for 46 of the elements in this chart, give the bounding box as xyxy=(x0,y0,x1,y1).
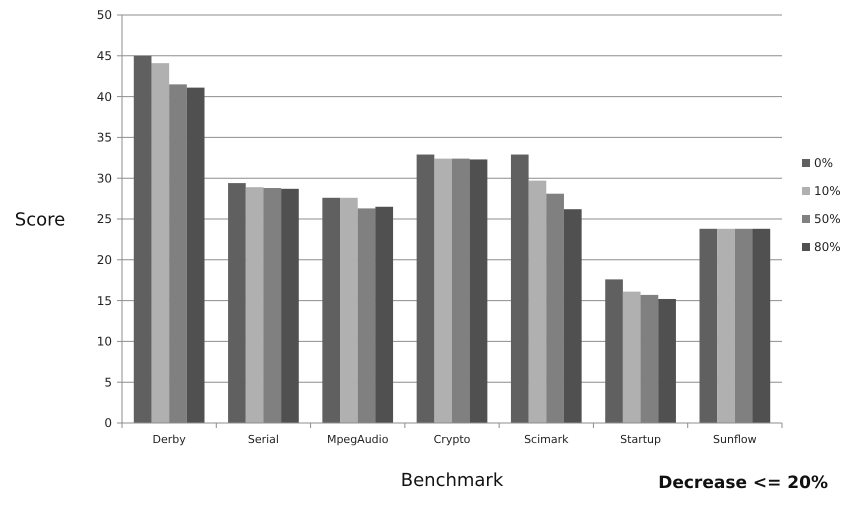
x-tick-label: Startup xyxy=(620,433,661,446)
y-tick-label: 0 xyxy=(104,416,112,430)
x-tick-label: Crypto xyxy=(434,433,471,446)
text: Decrease <= 20% xyxy=(658,473,828,493)
bar xyxy=(434,158,452,423)
y-tick-label: 25 xyxy=(96,212,112,226)
y-tick-label: 20 xyxy=(96,253,112,267)
legend-label: 10% xyxy=(814,184,841,198)
bar xyxy=(658,298,676,423)
bar xyxy=(605,279,623,423)
y-tick-label: 35 xyxy=(96,130,112,145)
legend-label: 80% xyxy=(814,240,841,254)
y-tick-label: 45 xyxy=(96,49,112,63)
y-tick-label: 10 xyxy=(96,334,112,349)
x-tick-label: Serial xyxy=(248,433,279,446)
x-tick-label: MpegAudio xyxy=(326,433,389,446)
y-tick-label: 50 xyxy=(96,8,112,22)
bar xyxy=(510,154,529,423)
bar xyxy=(416,154,434,423)
bar xyxy=(470,159,488,423)
bar xyxy=(528,180,546,423)
x-tick-label: Derby xyxy=(152,433,186,446)
legend-label: 50% xyxy=(814,212,841,226)
bar xyxy=(186,88,204,423)
y-tick-label: 30 xyxy=(96,171,112,186)
bar xyxy=(752,228,770,423)
y-tick-label: 40 xyxy=(96,90,112,104)
y-tick-label: 15 xyxy=(96,294,112,308)
bar xyxy=(340,198,358,423)
bar xyxy=(134,56,152,423)
bar xyxy=(151,63,170,423)
bar xyxy=(228,183,246,423)
y-axis-title: Score xyxy=(14,209,66,230)
bar xyxy=(246,187,264,423)
bar xyxy=(700,228,718,423)
bar xyxy=(622,292,641,423)
bar xyxy=(375,206,394,423)
x-tick-label: Scimark xyxy=(524,433,570,446)
legend-label: 0% xyxy=(814,156,834,170)
y-tick-label: 5 xyxy=(104,375,112,390)
x-tick-label: Sunflow xyxy=(713,433,757,446)
x-axis-title: Benchmark xyxy=(400,470,504,491)
bar xyxy=(322,198,340,423)
bar xyxy=(717,228,735,423)
bar xyxy=(564,209,582,423)
bar xyxy=(281,188,299,423)
